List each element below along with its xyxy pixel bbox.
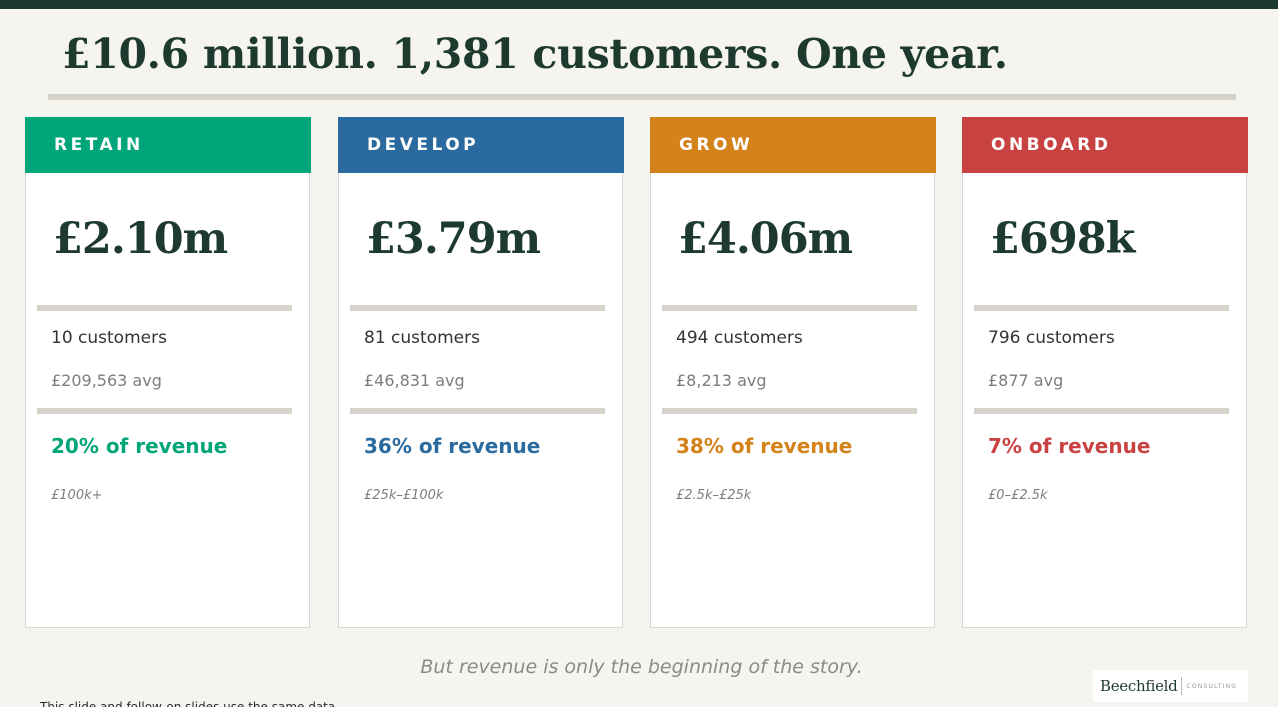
segment-card-grow: GROW £4.06m 494 customers £8,213 avg 38%… bbox=[650, 117, 936, 628]
segment-card-retain: RETAIN £2.10m 10 customers £209,563 avg … bbox=[25, 117, 311, 628]
segment-average: £46,831 avg bbox=[364, 371, 465, 390]
logo-subtitle: CONSULTING bbox=[1186, 682, 1238, 690]
segment-range: £100k+ bbox=[51, 488, 103, 503]
footer-caption: But revenue is only the beginning of the… bbox=[420, 656, 863, 678]
segment-average: £209,563 avg bbox=[51, 371, 162, 390]
segment-header: ONBOARD bbox=[962, 117, 1248, 173]
segment-average: £8,213 avg bbox=[676, 371, 767, 390]
card-divider bbox=[37, 305, 292, 311]
card-divider bbox=[662, 305, 917, 311]
segment-revenue-share: 20% of revenue bbox=[51, 434, 228, 458]
logo-separator bbox=[1181, 677, 1183, 695]
company-logo: Beechfield CONSULTING bbox=[1093, 670, 1248, 702]
segment-customers: 10 customers bbox=[51, 328, 167, 348]
segment-card-onboard: ONBOARD £698k 796 customers £877 avg 7% … bbox=[962, 117, 1248, 628]
segment-revenue-share: 7% of revenue bbox=[988, 434, 1151, 458]
page-title: £10.6 million. 1,381 customers. One year… bbox=[62, 30, 1008, 78]
segment-revenue: £3.79m bbox=[366, 214, 541, 264]
logo-wordmark: Beechfield bbox=[1100, 677, 1178, 695]
card-divider bbox=[974, 305, 1229, 311]
segment-header: RETAIN bbox=[25, 117, 311, 173]
cutoff-footnote: This slide and follow-on slides use the … bbox=[40, 700, 336, 707]
segment-revenue-share: 36% of revenue bbox=[364, 434, 541, 458]
title-divider bbox=[48, 94, 1236, 100]
card-divider bbox=[350, 408, 605, 414]
segment-header: DEVELOP bbox=[338, 117, 624, 173]
segment-header: GROW bbox=[650, 117, 936, 173]
card-divider bbox=[350, 305, 605, 311]
segment-card-develop: DEVELOP £3.79m 81 customers £46,831 avg … bbox=[338, 117, 624, 628]
segment-customers: 81 customers bbox=[364, 328, 480, 348]
segment-customers: 796 customers bbox=[988, 328, 1115, 348]
segment-revenue: £698k bbox=[990, 214, 1135, 264]
card-divider bbox=[974, 408, 1229, 414]
segment-range: £0–£2.5k bbox=[988, 488, 1048, 503]
card-divider bbox=[37, 408, 292, 414]
segment-customers: 494 customers bbox=[676, 328, 803, 348]
segment-revenue: £4.06m bbox=[678, 214, 853, 264]
top-accent-bar bbox=[0, 0, 1278, 9]
segment-revenue-share: 38% of revenue bbox=[676, 434, 853, 458]
segment-average: £877 avg bbox=[988, 371, 1064, 390]
segment-revenue: £2.10m bbox=[53, 214, 228, 264]
segment-range: £2.5k–£25k bbox=[676, 488, 752, 503]
segment-range: £25k–£100k bbox=[364, 488, 444, 503]
card-divider bbox=[662, 408, 917, 414]
